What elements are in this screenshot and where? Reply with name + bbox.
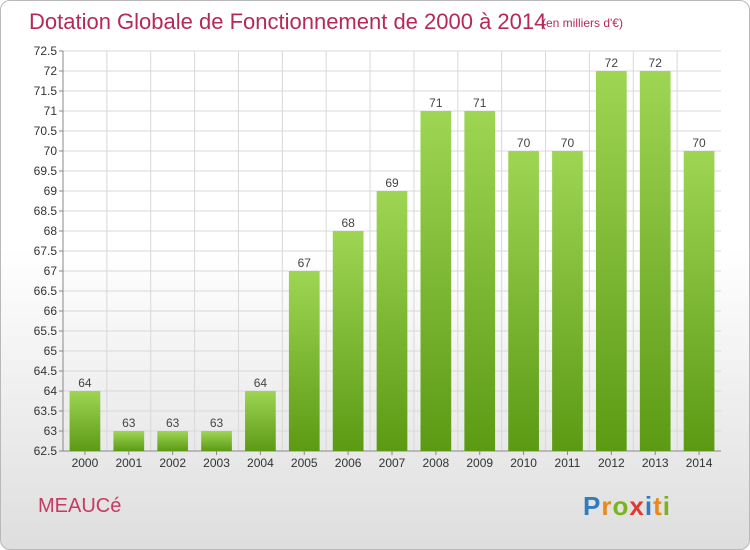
y-tick-label: 64 <box>44 384 58 398</box>
bar <box>508 151 539 451</box>
bar <box>683 151 715 451</box>
bar <box>245 391 276 451</box>
bar <box>376 191 408 451</box>
logo-letter: i <box>662 491 671 521</box>
y-tick-label: 65 <box>44 344 58 358</box>
logo-letter: r <box>601 491 613 521</box>
y-tick-label: 66.5 <box>34 284 58 298</box>
x-tick-label: 2001 <box>115 456 142 470</box>
data-label: 70 <box>692 136 706 150</box>
data-label: 72 <box>649 56 663 70</box>
data-label: 71 <box>429 96 443 110</box>
bar <box>420 111 452 451</box>
y-tick-label: 71 <box>44 104 58 118</box>
y-axis-ticks: 62.5 63 63.5 64 64.5 65 65.5 66 66.5 67 67.5 68 68.5… <box>34 44 63 458</box>
y-tick-label: 66 <box>44 304 58 318</box>
data-label: 71 <box>473 96 487 110</box>
x-tick-label: 2011 <box>555 456 581 470</box>
x-tick-label: 2007 <box>379 456 406 470</box>
y-tick-label: 62.5 <box>34 444 58 458</box>
x-tick-label: 2014 <box>686 456 713 470</box>
y-tick-label: 67.5 <box>34 244 58 258</box>
y-tick-label: 72 <box>44 64 58 78</box>
bar <box>113 431 145 451</box>
x-axis-ticks: 2000 2001 2002 2003 2004 2005 2006 2007 2008 2009… <box>72 451 713 470</box>
x-tick-label: 2004 <box>247 456 274 470</box>
logo-letter: o <box>612 491 630 521</box>
data-label: 70 <box>517 136 531 150</box>
x-tick-label: 2003 <box>203 456 230 470</box>
y-tick-label: 64.5 <box>34 364 58 378</box>
x-tick-label: 2012 <box>598 456 625 470</box>
x-tick-label: 2008 <box>423 456 450 470</box>
bars <box>69 71 715 451</box>
bar <box>639 71 671 451</box>
y-tick-label: 68 <box>44 224 58 238</box>
data-label: 69 <box>385 176 399 190</box>
bar <box>288 271 320 451</box>
bar <box>332 231 364 451</box>
commune-name: MEAUCé <box>38 495 122 517</box>
x-tick-label: 2002 <box>159 456 186 470</box>
x-tick-label: 2013 <box>642 456 669 470</box>
y-tick-label: 63.5 <box>34 404 58 418</box>
y-tick-label: 69.5 <box>34 164 58 178</box>
y-tick-label: 67 <box>44 264 58 278</box>
data-label: 64 <box>254 376 268 390</box>
data-label: 63 <box>122 416 136 430</box>
x-tick-label: 2000 <box>72 456 99 470</box>
y-tick-label: 65.5 <box>34 324 58 338</box>
y-tick-label: 70.5 <box>34 124 58 138</box>
y-tick-label: 72.5 <box>34 44 58 58</box>
bar <box>464 111 496 451</box>
bar <box>595 71 627 451</box>
data-label: 64 <box>78 376 92 390</box>
bar <box>201 431 232 451</box>
data-label: 67 <box>298 256 312 270</box>
x-tick-label: 2006 <box>335 456 362 470</box>
logo-letter: x <box>629 491 645 521</box>
proxiti-logo: Proxiti <box>583 491 671 522</box>
y-tick-label: 71.5 <box>34 84 58 98</box>
logo-letter: P <box>583 491 602 521</box>
logo-letter: t <box>653 491 663 521</box>
bar <box>552 151 583 451</box>
x-tick-label: 2005 <box>291 456 318 470</box>
x-tick-label: 2009 <box>466 456 493 470</box>
logo-letter: i <box>644 491 654 521</box>
x-tick-label: 2010 <box>510 456 537 470</box>
y-tick-label: 68.5 <box>34 204 58 218</box>
data-label: 70 <box>561 136 575 150</box>
y-tick-label: 70 <box>44 144 58 158</box>
data-label: 72 <box>605 56 619 70</box>
data-labels: 64 63 63 63 64 67 68 69 71 71 70 70 72 72 70 <box>78 56 706 430</box>
data-label: 63 <box>210 416 224 430</box>
chart-title: Dotation Globale de Fonctionnement de 20… <box>29 9 547 34</box>
bar <box>69 391 101 451</box>
y-tick-label: 63 <box>44 424 58 438</box>
bar <box>157 431 189 451</box>
data-label: 63 <box>166 416 180 430</box>
chart-subtitle: (en milliers d'€) <box>542 16 623 30</box>
y-tick-label: 69 <box>44 184 58 198</box>
data-label: 68 <box>341 216 355 230</box>
